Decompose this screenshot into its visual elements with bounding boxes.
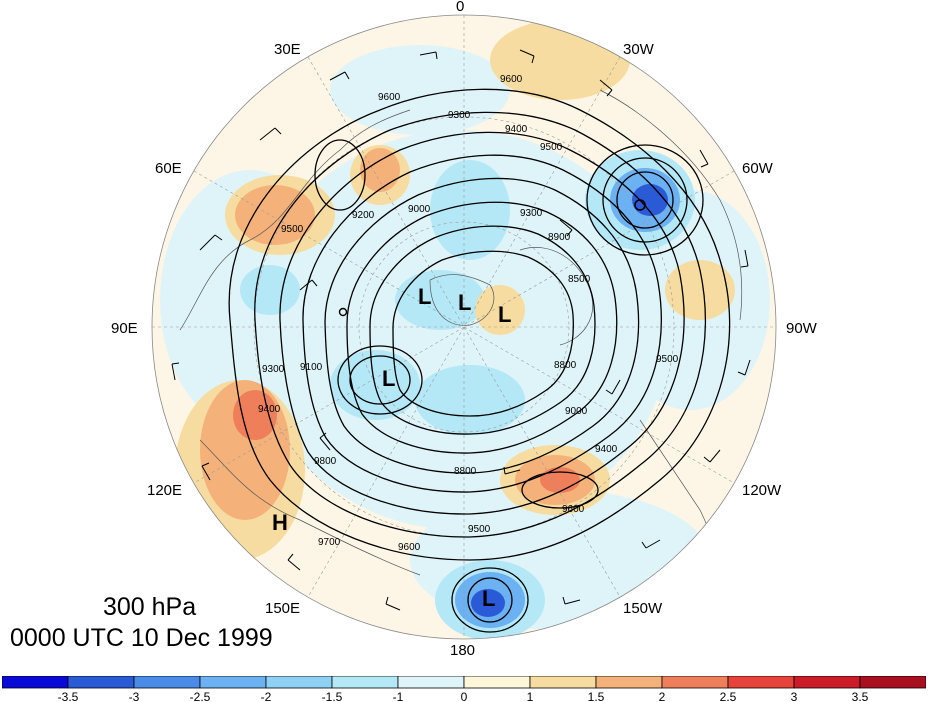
contour-label: 9600 [378,92,401,103]
low-center-label: L [458,290,471,315]
colorbar-swatch [463,676,531,689]
colorbar-tick-label: -2 [260,690,272,702]
contour-label: 8800 [454,466,477,477]
colorbar-swatch [397,676,465,689]
contour-label: 9500 [281,224,304,235]
colorbar-swatch [2,676,69,689]
contour-label: 9500 [656,354,679,365]
longitude-label-0: 0 [456,0,465,15]
colorbar-tick-label: 1 [526,690,534,702]
contour-label: 8800 [554,360,577,371]
contour-label: 9200 [352,210,375,221]
contour-label: 9400 [505,124,528,135]
contour-label: 9000 [565,406,588,417]
low-center-label: L [382,366,395,391]
colorbar-tick-label: -1.5 [321,690,343,702]
colorbar-swatch [331,676,399,689]
longitude-label-90e: 90E [111,320,138,337]
low-center-label: L [482,586,495,611]
high-center-label: H [272,510,288,535]
colorbar-swatch [67,676,135,689]
contour-label: 9800 [314,456,337,467]
colorbar-swatch [661,676,729,689]
colorbar-swatch [793,676,861,689]
low-center-label: L [418,284,431,309]
colorbar-tick-label: 3.5 [851,690,869,702]
longitude-label-120e: 120E [147,482,183,499]
shaded-anomaly-field [160,20,770,639]
colorbar-swatch [133,676,201,689]
contour-label: 9300 [448,110,471,121]
colorbar-tick-label: 2 [658,690,666,702]
longitude-label-180: 180 [450,642,476,659]
contour-label: 9300 [262,364,285,375]
contour-label: 9600 [398,542,421,553]
contour-label: 9600 [562,504,585,515]
colorbar [2,676,926,689]
colorbar-tick-label: -1 [392,690,404,702]
colorbar-tick-label: -3.5 [57,690,79,702]
colorbar-tick-label: 3 [790,690,798,702]
colorbar-swatch [265,676,333,689]
longitude-label-150e: 150E [265,600,301,617]
colorbar-tick-label: 1.5 [587,690,605,702]
contour-label: 9600 [500,74,523,85]
height-contours [228,88,731,633]
colorbar-tick-label: 0 [460,690,468,702]
contour-label: 8500 [568,274,591,285]
longitude-label-120w: 120W [742,482,782,499]
contour-label: 9000 [408,204,431,215]
colorbar-swatch [859,676,926,689]
colorbar-swatch [727,676,795,689]
map-border [151,14,777,640]
contour-label: 9500 [468,524,491,535]
low-center-marker [338,307,348,317]
contour-label: 8900 [548,232,571,243]
pressure-level-title: 300 hPa [103,593,197,621]
colorbar-swatch [199,676,267,689]
colorbar-tick-label: 2.5 [719,690,737,702]
colorbar-swatch [529,676,597,689]
longitude-label-30e: 30E [274,41,301,58]
contour-label: 9500 [540,142,563,153]
contour-label: 9100 [300,362,323,373]
contour-label: 9700 [318,537,341,548]
colorbar-swatch [595,676,663,689]
longitude-label-60w: 60W [742,160,773,177]
colorbar-tick-label: -2.5 [189,690,211,702]
longitude-label-30w: 30W [623,41,654,58]
low-center-label: L [498,302,511,327]
polar-stereographic-map: 9600 9300 9500 9200 9600 9400 9000 9300 … [151,14,777,640]
low-center-marker [634,199,646,211]
longitude-label-60e: 60E [155,160,182,177]
colorbar-tick-label: -3 [128,690,140,702]
wind-barbs [171,49,751,611]
pressure-centers: L L L L L H [272,199,646,611]
contour-label: 9400 [595,444,618,455]
contour-labels: 9600 9300 9500 9200 9600 9400 9000 9300 … [258,74,679,553]
longitude-label-90w: 90W [786,320,817,337]
longitude-label-150w: 150W [623,600,663,617]
contour-label: 9300 [520,208,543,219]
valid-time-title: 0000 UTC 10 Dec 1999 [10,624,273,652]
contour-label: 9400 [258,404,281,415]
